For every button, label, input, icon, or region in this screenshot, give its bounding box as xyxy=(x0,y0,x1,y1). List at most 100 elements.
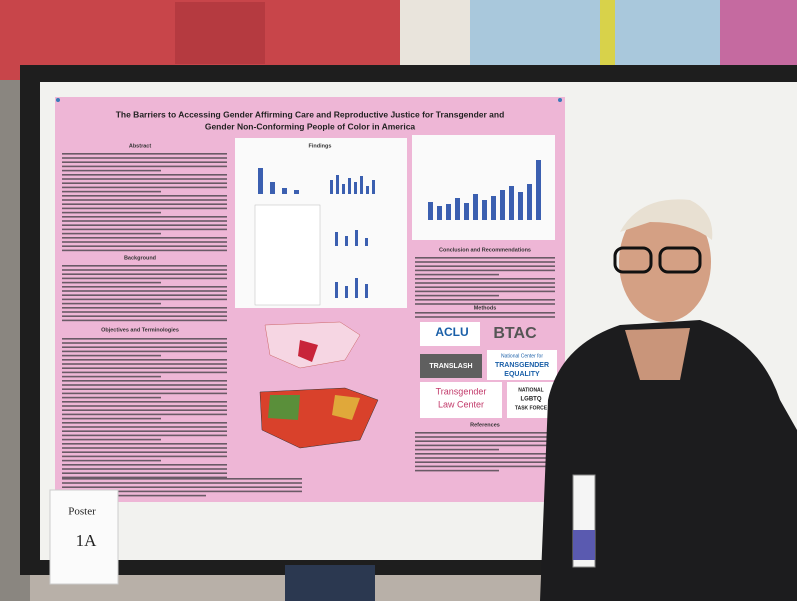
glasses xyxy=(613,246,653,274)
poster-title: The Barriers to Accessing Gender Affirmi… xyxy=(116,109,505,119)
text-line xyxy=(62,494,206,497)
text-line xyxy=(62,392,227,395)
text-line xyxy=(415,436,555,438)
vent xyxy=(175,2,265,64)
logo-text: BTAC xyxy=(493,325,537,342)
text-line xyxy=(62,294,227,296)
chart-panel xyxy=(412,135,555,240)
text-line xyxy=(62,413,227,416)
text-line xyxy=(62,319,227,322)
text-line xyxy=(62,401,227,403)
text-line xyxy=(62,417,161,420)
text-line xyxy=(415,286,555,288)
logo-text: NATIONAL xyxy=(518,387,543,393)
text-line xyxy=(62,211,161,214)
sign-text: 1A xyxy=(76,531,98,550)
text-line xyxy=(62,178,227,180)
text-line xyxy=(415,316,555,318)
text-line xyxy=(62,269,227,271)
window-stripe xyxy=(600,0,615,78)
text-line xyxy=(62,363,227,365)
logo-text: TASK FORCE xyxy=(515,405,548,411)
text-line xyxy=(62,265,227,267)
text-line xyxy=(415,457,555,459)
logo-text: Transgender xyxy=(436,386,487,396)
logo xyxy=(420,382,502,418)
logo-text: TRANSLASH xyxy=(429,363,472,370)
logo xyxy=(420,354,482,378)
text-line xyxy=(62,459,161,462)
text-line xyxy=(62,472,227,474)
text-line xyxy=(62,186,227,189)
text-line xyxy=(62,228,227,231)
text-line xyxy=(62,311,227,313)
logo-text: LGBTQ xyxy=(521,397,542,403)
text-line xyxy=(62,409,227,411)
heading: Methods xyxy=(474,305,497,311)
text-line xyxy=(62,199,227,201)
logo xyxy=(420,322,480,346)
sign-text: Poster xyxy=(68,506,96,518)
text-line xyxy=(62,298,227,301)
text-line xyxy=(62,203,227,205)
text-line xyxy=(415,432,555,434)
text-line xyxy=(62,490,302,493)
text-line xyxy=(62,249,227,252)
text-line xyxy=(62,232,161,235)
heading: Background xyxy=(124,255,156,261)
text-line xyxy=(62,190,161,193)
text-line xyxy=(62,157,227,159)
text-line xyxy=(62,443,227,445)
map-region xyxy=(332,395,360,420)
text-line xyxy=(62,438,161,441)
text-line xyxy=(62,447,227,449)
text-line xyxy=(62,216,227,218)
text-line xyxy=(62,241,227,243)
heading: Findings xyxy=(309,143,332,149)
text-line xyxy=(62,174,227,176)
text-line xyxy=(415,294,499,297)
text-line xyxy=(62,165,227,168)
text-line xyxy=(62,478,302,480)
text-line xyxy=(62,384,227,386)
chart-bars xyxy=(258,168,375,298)
poster-title: Gender Non-Conforming People of Color in… xyxy=(205,121,416,131)
glasses xyxy=(658,246,702,274)
badge-stripe xyxy=(573,530,595,560)
text-line xyxy=(62,224,227,226)
map-region xyxy=(268,395,300,420)
text-line xyxy=(62,182,227,184)
person-neck xyxy=(625,328,690,380)
text-line xyxy=(62,367,227,369)
text-line xyxy=(415,290,555,293)
pin xyxy=(56,98,60,102)
text-line xyxy=(62,455,227,458)
text-line xyxy=(62,430,227,432)
text-line xyxy=(415,257,555,259)
text-line xyxy=(415,448,499,451)
text-line xyxy=(62,464,227,466)
text-line xyxy=(62,396,161,399)
table xyxy=(254,204,321,306)
text-line xyxy=(62,207,227,210)
text-line xyxy=(62,307,227,309)
text-line xyxy=(415,269,555,272)
logo-text: Law Center xyxy=(438,399,484,409)
heading: Objectives and Terminologies xyxy=(101,327,179,333)
text-line xyxy=(415,273,499,276)
map-state xyxy=(298,340,318,362)
text-line xyxy=(62,476,227,479)
text-line xyxy=(415,261,555,263)
logo xyxy=(507,382,555,418)
text-line xyxy=(62,482,302,484)
text-line xyxy=(415,461,555,463)
text-line xyxy=(62,302,161,305)
logo-text: National Center for xyxy=(501,353,543,359)
text-line xyxy=(62,354,161,357)
text-line xyxy=(62,338,227,340)
text-line xyxy=(62,220,227,222)
text-line xyxy=(62,422,227,424)
text-line xyxy=(62,315,227,317)
text-line xyxy=(62,161,227,163)
text-line xyxy=(62,277,227,280)
